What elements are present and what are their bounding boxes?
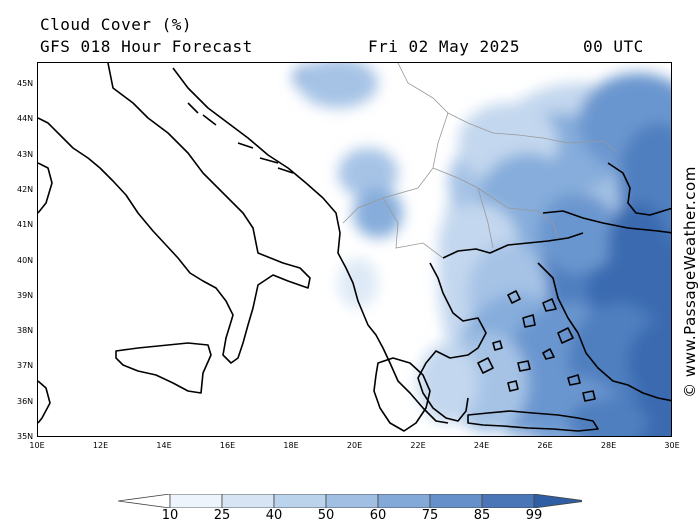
balkan-coastline xyxy=(172,67,449,424)
colorbar-segment xyxy=(377,494,431,508)
colorbar-label: 85 xyxy=(473,508,491,523)
lon-tick-label: 30E xyxy=(664,441,680,450)
cloud-blob xyxy=(298,63,378,108)
turkey-aegean-coastline xyxy=(537,262,671,402)
crete-coastline xyxy=(467,410,599,432)
lon-tick-label: 26E xyxy=(537,441,553,450)
colorbar-label: 60 xyxy=(369,508,387,523)
map-svg xyxy=(38,63,671,436)
lat-tick-label: 38N xyxy=(17,326,34,336)
colorbar-segment xyxy=(273,494,327,508)
greece-coastline xyxy=(417,262,487,422)
lat-tick-label: 35N xyxy=(17,432,34,441)
forecast-date: Fri 02 May 2025 xyxy=(368,37,520,56)
cloud-blob xyxy=(338,148,398,198)
cloud-blob xyxy=(628,323,671,403)
sardinia-south-coastline xyxy=(38,380,51,424)
colorbar xyxy=(118,494,582,508)
lon-tick-label: 14E xyxy=(156,441,172,450)
colorbar-segment xyxy=(325,494,379,508)
lat-tick-label: 36N xyxy=(17,396,34,406)
colorbar-low-arrow xyxy=(118,494,171,508)
cloud-blob xyxy=(353,188,403,238)
lat-tick-label: 45N xyxy=(17,79,34,88)
colorbar-label: 40 xyxy=(265,508,283,523)
cloud-blob xyxy=(568,398,648,436)
lon-tick-label: 24E xyxy=(473,441,490,450)
north-aegean-coastline xyxy=(442,232,584,259)
black-sea-coastline xyxy=(607,162,671,216)
lat-tick-label: 39N xyxy=(17,290,34,300)
lat-tick-label: 42N xyxy=(17,184,34,194)
peloponnese-coastline xyxy=(373,357,431,432)
aegean-islands xyxy=(477,290,596,402)
marmara-coastline xyxy=(542,210,671,234)
cloud-cover-map xyxy=(37,62,672,437)
lat-tick-label: 40N xyxy=(17,255,34,265)
lon-tick-label: 18E xyxy=(283,441,299,450)
lon-tick-label: 10E xyxy=(29,441,45,450)
colorbar-segment xyxy=(481,494,535,508)
colorbar-segment xyxy=(429,494,483,508)
cloud-blob xyxy=(418,343,478,423)
lat-tick-label: 43N xyxy=(17,149,34,159)
cloud-blob xyxy=(538,193,618,273)
lon-tick-label: 28E xyxy=(600,441,617,450)
cloud-blob xyxy=(608,203,668,283)
forecast-time: 00 UTC xyxy=(583,37,644,56)
sardinia-coastline xyxy=(38,162,53,214)
dalmatian-islands xyxy=(187,102,294,174)
coastlines xyxy=(38,63,671,432)
country-borders xyxy=(342,63,619,259)
colorbar-label: 50 xyxy=(317,508,335,523)
lat-tick-label: 37N xyxy=(17,361,34,371)
lon-tick-label: 20E xyxy=(346,441,363,450)
lon-tick-label: 12E xyxy=(92,441,109,450)
lon-tick-label: 22E xyxy=(410,441,426,450)
italy-coastline xyxy=(38,63,311,364)
colorbar-segment xyxy=(221,494,275,508)
lat-tick-label: 41N xyxy=(17,220,34,230)
colorbar-label: 75 xyxy=(421,508,439,523)
product-title: Cloud Cover (%) xyxy=(40,15,192,34)
model-title: GFS 018 Hour Forecast xyxy=(40,37,253,56)
colorbar-label: 99 xyxy=(525,508,543,523)
sicily-coastline xyxy=(115,342,212,394)
colorbar-label: 25 xyxy=(213,508,231,523)
colorbar-high-arrow xyxy=(533,494,582,508)
watermark: © www.PassageWeather.com xyxy=(681,166,699,398)
lat-tick-label: 44N xyxy=(17,114,34,124)
lon-tick-label: 16E xyxy=(219,441,236,450)
colorbar-label: 10 xyxy=(161,508,179,523)
colorbar-segment xyxy=(169,494,223,508)
